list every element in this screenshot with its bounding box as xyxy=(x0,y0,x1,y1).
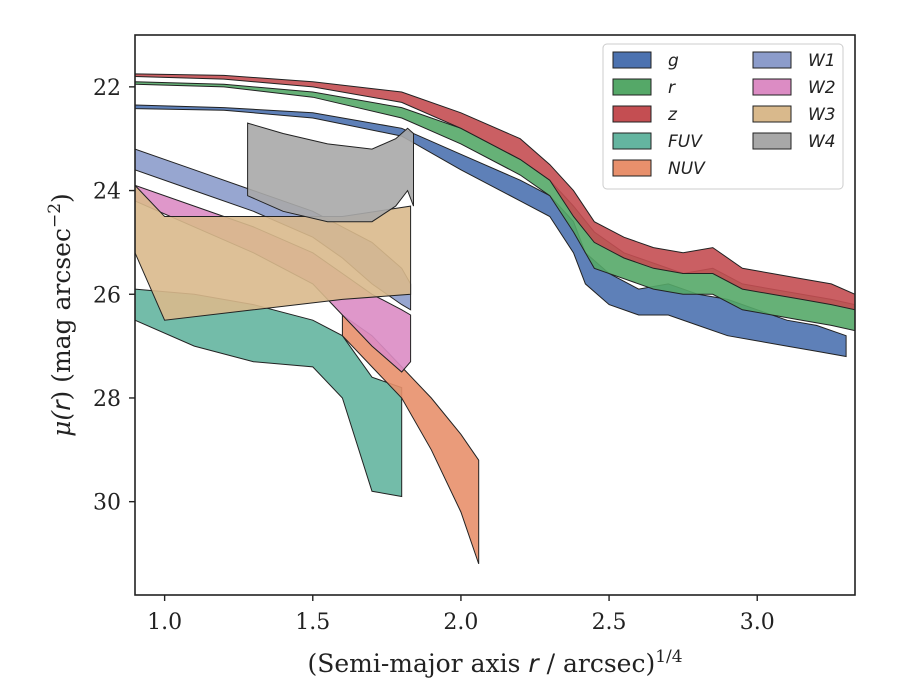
legend-swatch-w1 xyxy=(752,51,792,69)
series-bands xyxy=(135,73,855,565)
legend-label-nuv: NUV xyxy=(668,159,706,179)
x-axis: 1.0 1.5 2.0 2.5 3.0 xyxy=(147,595,775,635)
y-axis: 22 24 26 28 30 xyxy=(93,76,135,516)
y-tick-label: 22 xyxy=(93,76,121,101)
y-tick-label: 26 xyxy=(93,283,121,308)
plot-frame xyxy=(134,34,856,596)
y-tick-label: 24 xyxy=(93,180,121,205)
x-axis-label: (Semi-major axis r / arcsec)1/4 xyxy=(307,647,682,678)
legend-label-w2: W2 xyxy=(808,78,836,98)
legend-swatch-w2 xyxy=(752,78,792,96)
legend-label-fuv: FUV xyxy=(668,132,703,152)
legend-label-r: r xyxy=(668,78,676,98)
x-tick-label: 1.5 xyxy=(295,610,330,635)
y-tick-label: 28 xyxy=(93,387,121,412)
legend-swatch-nuv xyxy=(612,159,652,177)
x-tick-label: 1.0 xyxy=(147,610,182,635)
x-tick-label: 2.0 xyxy=(443,610,478,635)
legend-swatch-w3 xyxy=(752,105,792,123)
band-w4 xyxy=(247,122,414,223)
legend-swatch-fuv xyxy=(612,132,652,150)
legend-label-z: z xyxy=(667,105,678,125)
band-z xyxy=(135,73,855,311)
legend: grz FUV NUV W1 W2 W3 W4 xyxy=(602,43,844,190)
legend-swatch-z xyxy=(612,105,652,123)
legend-swatch-r xyxy=(612,78,652,96)
legend-label-w1: W1 xyxy=(808,51,836,71)
legend-label-w3: W3 xyxy=(808,105,836,125)
x-tick-label: 3.0 xyxy=(740,610,775,635)
legend-swatch-w4 xyxy=(752,132,792,150)
legend-swatch-g xyxy=(612,51,652,69)
legend-label-w4: W4 xyxy=(808,132,836,152)
legend-label-g: g xyxy=(668,51,679,71)
y-axis-label: μ(r) (mag arcsec−2) xyxy=(45,193,76,437)
band-fuv xyxy=(135,288,403,498)
x-tick-label: 2.5 xyxy=(592,610,627,635)
y-tick-label: 30 xyxy=(93,491,121,516)
